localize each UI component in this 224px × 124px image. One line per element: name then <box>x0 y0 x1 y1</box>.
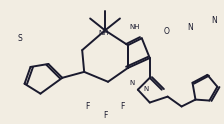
Text: N: N <box>211 16 217 25</box>
Text: N: N <box>188 23 193 32</box>
Text: O: O <box>164 27 170 36</box>
Text: NH: NH <box>130 24 140 30</box>
Text: F: F <box>121 102 125 111</box>
Text: NH: NH <box>99 30 109 36</box>
Text: F: F <box>85 102 89 111</box>
Text: N: N <box>129 80 134 86</box>
Text: N: N <box>143 86 149 92</box>
Text: F: F <box>103 111 107 120</box>
Text: S: S <box>17 34 22 43</box>
